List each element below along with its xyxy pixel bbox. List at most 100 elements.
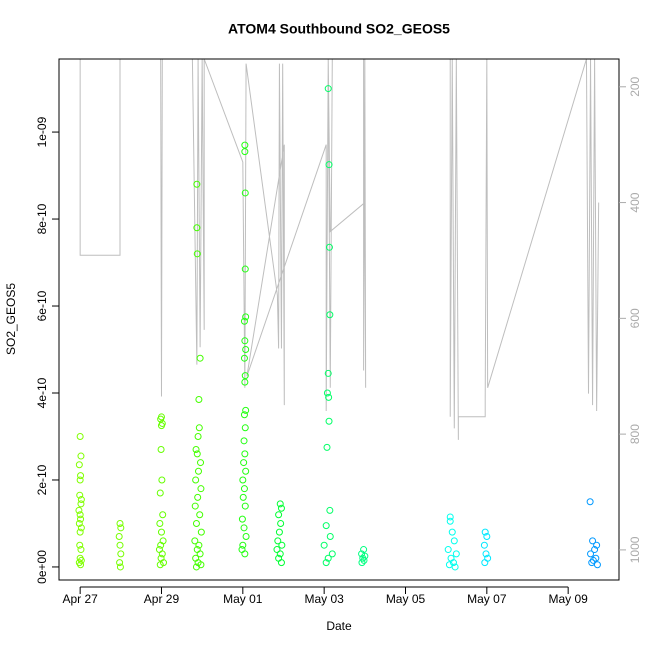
data-point — [241, 189, 249, 197]
data-point — [116, 563, 124, 571]
data-point — [586, 498, 594, 506]
x-tick-label: Apr 29 — [144, 592, 180, 606]
data-point — [192, 563, 200, 571]
data-point — [483, 533, 491, 541]
plot-area — [75, 59, 601, 571]
data-point — [240, 317, 248, 325]
data-point — [361, 552, 369, 560]
data-point — [76, 491, 84, 499]
data-point — [326, 311, 334, 319]
data-point — [117, 550, 125, 558]
data-point — [117, 524, 125, 532]
data-point — [240, 524, 248, 532]
y-tick-label: 2e-10 — [35, 464, 49, 495]
data-point — [324, 554, 332, 562]
x-tick-label: May 09 — [548, 592, 588, 606]
data-point — [326, 506, 334, 514]
data-point — [157, 446, 165, 454]
data-point — [240, 437, 248, 445]
data-point — [115, 533, 123, 541]
data-point — [241, 450, 249, 458]
data-point — [197, 485, 205, 493]
data-point — [195, 541, 203, 549]
data-point — [116, 541, 124, 549]
data-point — [77, 452, 85, 460]
data-point — [156, 489, 164, 497]
data-point — [360, 546, 368, 554]
data-point — [77, 546, 85, 554]
data-point — [191, 537, 199, 545]
data-point — [238, 546, 246, 554]
x-axis-label: Date — [326, 619, 352, 633]
data-point — [157, 422, 165, 430]
data-point — [196, 354, 204, 362]
data-point — [240, 485, 248, 493]
data-point — [276, 500, 284, 508]
data-point — [589, 556, 597, 564]
data-point — [193, 180, 201, 188]
data-point — [76, 476, 84, 484]
data-point — [446, 513, 454, 521]
pressure-line — [79, 59, 600, 440]
data-point — [239, 541, 247, 549]
data-point — [241, 337, 249, 345]
y2-tick-label: 800 — [628, 424, 642, 444]
data-point — [320, 541, 328, 549]
data-point — [77, 561, 85, 569]
data-point — [242, 406, 250, 414]
y2-tick-label: 600 — [628, 308, 642, 328]
data-point — [360, 556, 368, 564]
y-tick-label: 1e-09 — [35, 116, 49, 147]
data-point — [197, 561, 205, 569]
y-tick-label: 8e-10 — [35, 203, 49, 234]
data-point — [326, 533, 334, 541]
data-point — [481, 559, 489, 567]
data-point — [593, 561, 601, 569]
data-point — [242, 346, 250, 354]
y-tick-label: 6e-10 — [35, 290, 49, 321]
x-tick-label: May 03 — [304, 592, 344, 606]
data-point — [446, 517, 454, 525]
data-point — [275, 528, 283, 536]
data-point — [158, 476, 166, 484]
data-point — [157, 415, 165, 423]
data-point — [77, 524, 85, 532]
data-point — [241, 265, 249, 273]
data-point — [75, 506, 83, 514]
x-tick-label: Apr 27 — [62, 592, 98, 606]
data-point — [450, 537, 458, 545]
data-point — [240, 411, 248, 419]
data-point — [76, 541, 84, 549]
data-point — [276, 550, 284, 558]
data-point — [242, 467, 250, 475]
data-point — [241, 502, 249, 510]
data-point — [589, 537, 597, 545]
data-point — [159, 511, 167, 519]
data-point — [157, 541, 165, 549]
data-point — [76, 432, 84, 440]
data-point — [196, 550, 204, 558]
data-point — [277, 519, 285, 527]
data-point — [191, 502, 199, 510]
data-point — [278, 541, 286, 549]
data-point — [195, 396, 203, 404]
y2-tick-label: 400 — [628, 192, 642, 212]
data-point — [116, 559, 124, 567]
data-point — [238, 515, 246, 523]
data-point — [274, 537, 282, 545]
data-point — [482, 550, 490, 558]
data-point — [324, 369, 332, 377]
data-point — [241, 550, 249, 558]
x-tick-label: May 05 — [386, 592, 426, 606]
data-point — [77, 515, 85, 523]
y-tick-label: 0e+00 — [35, 550, 49, 584]
data-point — [192, 446, 200, 454]
data-point — [194, 467, 202, 475]
data-point — [480, 541, 488, 549]
data-point — [77, 496, 85, 504]
data-point — [325, 393, 333, 401]
data-point — [241, 378, 249, 386]
data-point — [449, 559, 457, 567]
data-point — [242, 533, 250, 541]
data-point — [322, 522, 330, 530]
